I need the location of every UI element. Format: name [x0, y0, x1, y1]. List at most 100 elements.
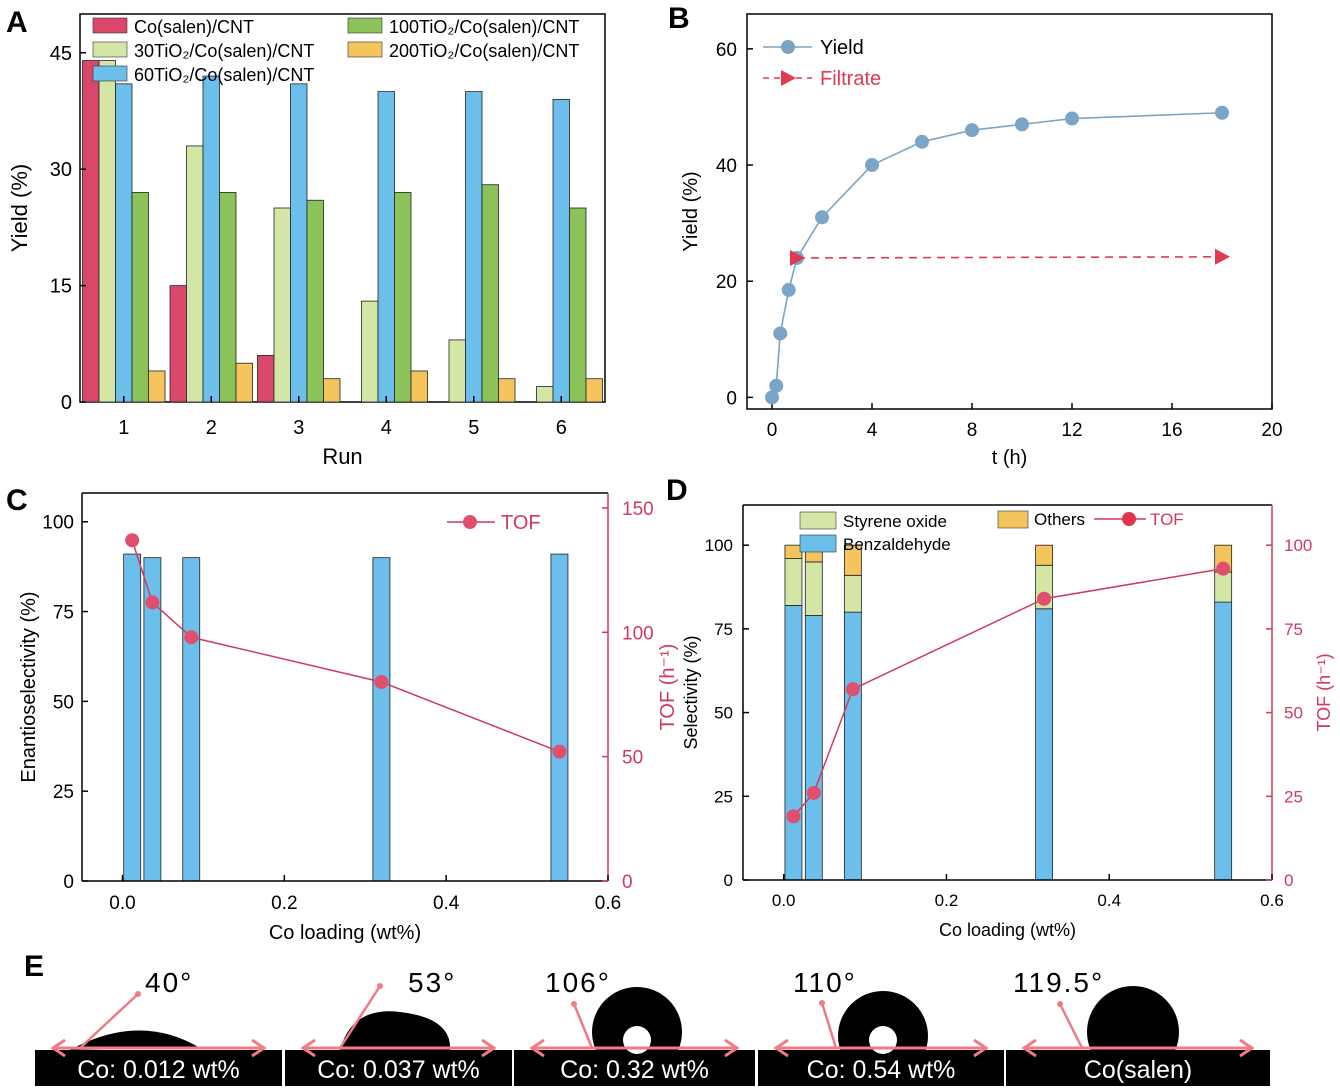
y2-tick-label: 150: [622, 499, 654, 520]
x-axis-label: Co loading (wt%): [939, 920, 1076, 940]
bar-5: [550, 553, 569, 882]
tangent-tip: [571, 1001, 577, 1007]
tangent-arrow-1: [79, 993, 139, 1049]
panel-label-c: C: [6, 484, 28, 517]
y-tick-label: 15: [50, 276, 72, 298]
droplet-2: [340, 1011, 451, 1050]
arrowhead: [300, 1038, 316, 1058]
y-axis-label: Enantioselectivity (%): [18, 591, 40, 782]
y-tick-label: 25: [53, 782, 74, 803]
x-tick-label: 20: [1261, 420, 1282, 441]
x-tick-label: 0.2: [935, 891, 959, 910]
bar-4-series-4: [394, 192, 412, 403]
bar-6-series-4: [569, 207, 587, 403]
bar-5-series-3: [465, 91, 483, 403]
sample-label: Co(salen): [1084, 1056, 1192, 1084]
bar-2-styrene-oxide: [804, 561, 823, 616]
bar-4-series-5: [410, 370, 428, 403]
bar-6-series-5: [585, 378, 603, 403]
x-tick-label: 0.6: [1260, 891, 1284, 910]
y-tick-label: 30: [50, 159, 72, 181]
tof-point: [184, 630, 199, 645]
y-tick-label: 45: [50, 43, 72, 65]
tof-point: [845, 682, 860, 697]
droplet-5: [1087, 986, 1179, 1078]
bar-4: [372, 557, 391, 882]
yield-point: [1215, 105, 1229, 120]
x-tick-label: 0.2: [271, 893, 297, 914]
legend-label-tof: TOF: [1150, 510, 1184, 529]
y-tick-label: 20: [716, 272, 737, 293]
bar-3-styrene-oxide: [843, 574, 862, 613]
legend-label: 200TiO₂/Co(salen)/CNT: [389, 41, 579, 61]
y-tick-label: 50: [714, 704, 733, 723]
bar-4-series-3: [377, 91, 395, 403]
x-tick-label: 4: [381, 417, 392, 439]
substrate-2: [285, 1050, 512, 1086]
bar-1-benzaldehyde: [784, 605, 803, 881]
bar-3: [182, 557, 201, 882]
bar-4-others: [1035, 544, 1054, 566]
panel-label-a: A: [6, 6, 28, 39]
y2-axis-label: TOF (h⁻¹): [1314, 653, 1334, 731]
droplet-reflection-4: [869, 1026, 897, 1054]
bar-6-series-2: [536, 386, 554, 403]
bar-2-series-3: [202, 75, 220, 403]
bar-6-series-3: [552, 98, 570, 403]
legend-label: 100TiO₂/Co(salen)/CNT: [389, 17, 579, 37]
droplet-1: [70, 1030, 200, 1050]
bar-2-series-4: [219, 192, 237, 403]
arrowhead: [1021, 1038, 1037, 1058]
y-tick-label: 75: [714, 620, 733, 639]
sample-label: Co: 0.012 wt%: [77, 1056, 240, 1084]
arrowhead: [481, 1038, 497, 1058]
y-tick-label: 25: [714, 787, 733, 806]
tangent-tip: [377, 983, 383, 989]
arrowhead: [50, 1038, 66, 1058]
arrowhead: [251, 1038, 267, 1058]
bar-5-series-5: [498, 378, 516, 403]
x-tick-label: 0.4: [1097, 891, 1121, 910]
bar-1-others: [784, 544, 803, 559]
bar-2-series-2: [186, 145, 204, 403]
contact-angle-value: 40°: [145, 967, 193, 998]
plot-frame: [746, 13, 1273, 410]
tof-point: [145, 595, 160, 610]
yield-line: [771, 111, 1223, 398]
arrowhead: [724, 1038, 740, 1058]
x-tick-label: 0.4: [433, 893, 460, 914]
legend-label-others: Others: [1034, 510, 1085, 529]
legend-label-filtrate: Filtrate: [820, 68, 881, 90]
panel-b-chart: 0 4 8 12 16 20 0 20 40 60 t (h) Yield (%) Yield Filtr…: [680, 13, 1283, 469]
arrowhead: [973, 1038, 989, 1058]
bar-5-styrene-oxide: [1214, 571, 1233, 603]
tangent-tip: [1057, 1001, 1063, 1007]
x-tick-label: 12: [1061, 420, 1082, 441]
bar-1-series-3: [115, 83, 133, 403]
x-axis-label: t (h): [992, 447, 1028, 469]
tof-point: [1216, 561, 1231, 576]
legend-label: 30TiO₂/Co(salen)/CNT: [134, 41, 314, 61]
y2-tick-label: 50: [1284, 704, 1303, 723]
sample-label: Co: 0.32 wt%: [560, 1056, 709, 1084]
tof-point: [1037, 591, 1052, 606]
legend-swatch-benzaldehyde: [799, 534, 837, 553]
x-tick-label: 0: [767, 420, 778, 441]
y-tick-label: 50: [53, 692, 74, 713]
x-tick-label: 8: [967, 420, 978, 441]
x-tick-label: 4: [867, 420, 878, 441]
bar-3-series-1: [257, 355, 275, 403]
legend-label: 60TiO₂/Co(salen)/CNT: [134, 65, 314, 85]
legend-label-yield: Yield: [820, 37, 864, 59]
bar-4-benzaldehyde: [1035, 608, 1054, 881]
tangent-tip: [135, 991, 141, 997]
tof-point: [806, 785, 821, 800]
bar-5-series-4: [481, 184, 499, 403]
bar-5-series-2: [448, 339, 466, 403]
legend-label: Co(salen)/CNT: [134, 17, 254, 37]
y-tick-label: 0: [724, 871, 733, 890]
panel-label-d: D: [666, 474, 688, 507]
legend-swatch: [347, 41, 383, 58]
